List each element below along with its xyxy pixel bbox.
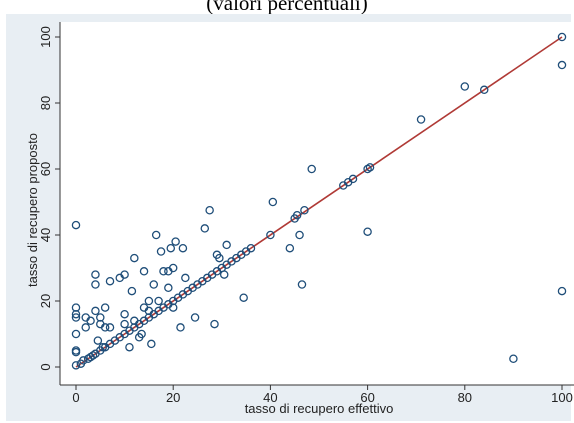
data-point <box>215 253 224 263</box>
data-point <box>71 313 81 322</box>
data-point <box>120 270 129 279</box>
data-point <box>79 356 88 365</box>
data-point <box>71 329 81 339</box>
data-point <box>91 306 100 316</box>
data-point <box>93 336 103 345</box>
data-point <box>130 253 139 263</box>
data-point <box>416 115 426 124</box>
data-point <box>91 270 100 279</box>
data-point <box>151 230 161 240</box>
data-point <box>91 280 100 289</box>
data-point <box>297 280 307 289</box>
y-tick-label: 100 <box>38 26 53 48</box>
data-point <box>266 230 275 240</box>
data-point <box>154 296 163 306</box>
data-point <box>156 247 166 256</box>
data-point <box>210 319 219 329</box>
x-tick-label: 20 <box>166 390 180 405</box>
data-point <box>105 276 115 286</box>
data-point <box>71 361 81 370</box>
data-point <box>137 329 146 339</box>
data-point <box>268 197 278 207</box>
data-point <box>205 205 214 215</box>
data-point <box>557 60 567 70</box>
data-point <box>285 243 295 253</box>
data-point <box>105 323 115 332</box>
data-point <box>239 293 248 302</box>
data-point <box>348 174 358 184</box>
data-point <box>246 243 256 253</box>
data-point <box>178 243 188 253</box>
chart-title-fragment: (valori percentuali) <box>0 0 574 14</box>
data-point <box>479 85 489 95</box>
x-tick-label: 100 <box>551 390 573 405</box>
data-point <box>181 273 190 283</box>
data-point <box>71 347 81 357</box>
data-point <box>300 205 309 215</box>
data-point <box>219 270 229 279</box>
data-point <box>557 32 567 42</box>
data-point <box>144 296 154 306</box>
y-tick-label: 0 <box>38 363 53 370</box>
data-point <box>159 267 168 276</box>
data-point <box>147 339 156 349</box>
data-point <box>509 354 518 363</box>
data-point <box>88 351 98 360</box>
data-point <box>166 243 176 253</box>
data-point <box>176 323 185 332</box>
data-point <box>86 316 95 326</box>
data-point <box>365 163 375 172</box>
data-point <box>307 164 316 174</box>
data-point <box>190 313 200 322</box>
data-point <box>168 263 178 273</box>
data-point <box>460 82 470 91</box>
data-point <box>139 267 149 276</box>
data-point <box>98 342 107 352</box>
data-points <box>71 32 567 370</box>
y-tick-label: 60 <box>38 162 53 176</box>
x-tick-label: 40 <box>263 390 277 405</box>
data-point <box>100 323 110 332</box>
x-axis-label: tasso di recupero effettivo <box>245 401 394 416</box>
data-point <box>127 286 137 296</box>
data-point <box>96 313 105 322</box>
data-point <box>200 224 210 233</box>
data-point <box>164 283 173 293</box>
data-point <box>71 309 81 319</box>
data-point <box>100 303 110 312</box>
y-tick-label: 80 <box>38 96 53 110</box>
data-point <box>125 342 134 352</box>
y-tick-label: 40 <box>38 228 53 242</box>
data-point <box>363 227 372 236</box>
data-point <box>222 240 231 250</box>
axes: 0 20 40 60 80 100 0 20 40 60 80 100 <box>38 22 574 405</box>
x-tick-label: 0 <box>72 390 79 405</box>
data-point <box>149 280 159 289</box>
data-point <box>557 286 567 296</box>
y-axis-label: tasso di recupero proposto <box>25 133 40 287</box>
data-point <box>363 164 372 174</box>
x-tick-label: 60 <box>360 390 374 405</box>
data-point <box>295 230 304 240</box>
data-point <box>120 319 129 329</box>
chart-title-text: (valori percentuali) <box>206 0 368 14</box>
data-point <box>171 237 180 246</box>
data-point <box>71 220 81 230</box>
data-point <box>120 309 129 319</box>
data-point <box>292 210 302 220</box>
y-tick-label: 20 <box>38 294 53 308</box>
data-point <box>81 323 90 332</box>
x-tick-label: 80 <box>458 390 472 405</box>
data-point <box>168 303 178 312</box>
